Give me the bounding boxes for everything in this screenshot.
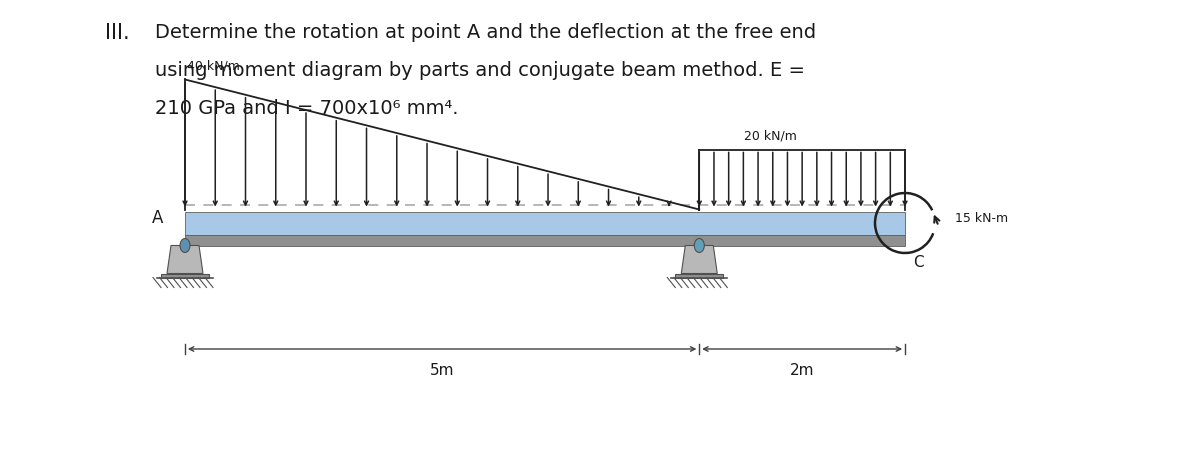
Polygon shape	[681, 246, 717, 273]
Text: using moment diagram by parts and conjugate beam method. E =: using moment diagram by parts and conjug…	[154, 61, 805, 80]
Text: 210 GPa and I = 700x10⁶ mm⁴.: 210 GPa and I = 700x10⁶ mm⁴.	[154, 99, 459, 118]
Text: 20 kN/m: 20 kN/m	[744, 130, 797, 142]
Text: III.: III.	[105, 23, 130, 43]
Text: 5m: 5m	[430, 363, 454, 378]
Ellipse shape	[694, 238, 704, 253]
Text: B: B	[694, 245, 705, 260]
Text: 15 kN-m: 15 kN-m	[955, 212, 1008, 225]
Text: 40 kN/m: 40 kN/m	[187, 59, 239, 72]
Ellipse shape	[180, 238, 190, 253]
Bar	[185, 212, 905, 235]
Bar	[676, 273, 723, 278]
Bar	[162, 273, 209, 278]
Text: A: A	[152, 209, 163, 227]
Text: C: C	[913, 255, 923, 270]
Polygon shape	[167, 246, 203, 273]
Text: Determine the rotation at point A and the deflection at the free end: Determine the rotation at point A and th…	[154, 23, 816, 42]
Bar	[185, 235, 905, 246]
Text: 2m: 2m	[790, 363, 815, 378]
